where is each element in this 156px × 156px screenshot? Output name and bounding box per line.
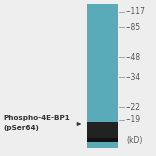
Bar <box>87 4 118 148</box>
Text: --34: --34 <box>126 73 141 81</box>
Text: (kD): (kD) <box>126 136 142 144</box>
Text: --85: --85 <box>126 22 141 32</box>
Text: (pSer64): (pSer64) <box>3 125 39 131</box>
Text: --19: --19 <box>126 115 141 124</box>
Text: --22: --22 <box>126 102 141 112</box>
Text: Phospho-4E-BP1: Phospho-4E-BP1 <box>3 115 70 121</box>
Text: --117: --117 <box>126 7 146 17</box>
Bar <box>87 122 118 142</box>
Bar <box>87 138 118 142</box>
Text: --48: --48 <box>126 53 141 61</box>
